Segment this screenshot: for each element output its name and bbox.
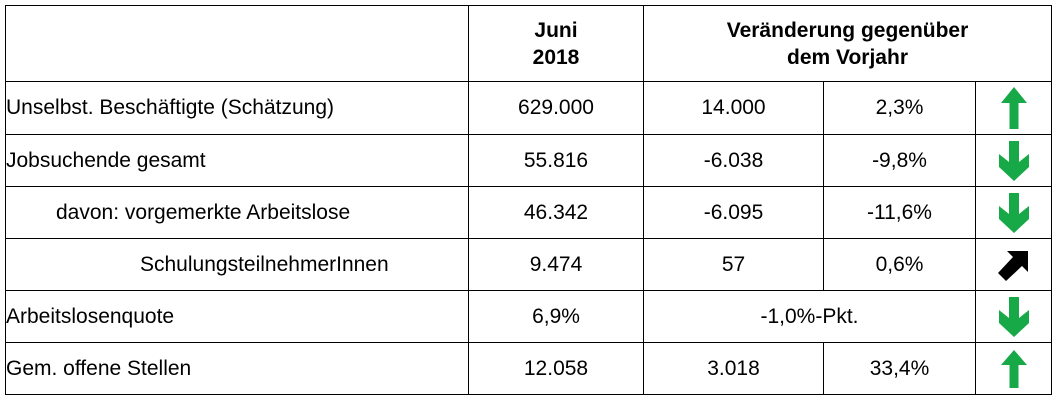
header-change: Veränderung gegenüber dem Vorjahr [642, 5, 1053, 82]
labor-market-table: Juni 2018 Veränderung gegenüber dem Vorj… [5, 5, 1053, 395]
header-row: Juni 2018 Veränderung gegenüber dem Vorj… [5, 5, 1053, 82]
row-value: 12.058 [468, 342, 644, 395]
row-value: 6,9% [468, 290, 644, 343]
row-change-combined: -1,0%-Pkt. [643, 290, 976, 343]
row-change-absolute: 14.000 [643, 81, 824, 135]
row-label: Unselbst. Beschäftigte (Schätzung) [5, 81, 469, 135]
row-change-absolute: 57 [643, 238, 824, 291]
header-month-name: Juni [534, 18, 578, 42]
table-row: Unselbst. Beschäftigte (Schätzung) 629.0… [5, 81, 1053, 135]
green-arrow-up-icon [1000, 349, 1027, 388]
row-change-percent: -9,8% [823, 134, 976, 187]
row-change-absolute: -6.038 [643, 134, 824, 187]
row-value: 46.342 [468, 186, 644, 239]
row-trend [974, 238, 1053, 291]
row-change-absolute: -6.095 [643, 186, 824, 239]
row-label: Arbeitslosenquote [5, 290, 469, 343]
row-value: 55.816 [468, 134, 644, 187]
black-arrow-up-right-icon [997, 250, 1028, 281]
table-row: Jobsuchende gesamt 55.816 -6.038 -9,8% [5, 134, 1053, 187]
header-change-line1: Veränderung gegenüber [726, 18, 969, 42]
green-arrow-down-icon [998, 140, 1029, 181]
row-trend [974, 81, 1053, 135]
green-arrow-down-icon [998, 192, 1029, 233]
row-label: Jobsuchende gesamt [5, 134, 469, 187]
row-change-absolute: 3.018 [643, 342, 824, 395]
row-trend [974, 290, 1053, 343]
table-row: Gem. offene Stellen 12.058 3.018 33,4% [5, 342, 1053, 395]
green-arrow-down-icon [998, 296, 1029, 337]
table-row: SchulungsteilnehmerInnen 9.474 57 0,6% [5, 238, 1053, 291]
header-month: Juni 2018 [468, 5, 644, 82]
row-change-percent: 2,3% [823, 81, 976, 135]
table-row: davon: vorgemerkte Arbeitslose 46.342 -6… [5, 186, 1053, 239]
row-trend [974, 342, 1053, 395]
table-row: Arbeitslosenquote 6,9% -1,0%-Pkt. [5, 290, 1053, 343]
header-month-year: 2018 [532, 45, 580, 69]
row-trend [974, 134, 1053, 187]
row-change-percent: 0,6% [823, 238, 976, 291]
row-label: Gem. offene Stellen [5, 342, 469, 395]
row-label: SchulungsteilnehmerInnen [5, 238, 469, 291]
row-trend [974, 186, 1053, 239]
green-arrow-up-icon [1000, 87, 1027, 129]
row-label: davon: vorgemerkte Arbeitslose [5, 186, 469, 239]
row-value: 629.000 [468, 81, 644, 135]
row-change-percent: 33,4% [823, 342, 976, 395]
row-value: 9.474 [468, 238, 644, 291]
header-empty-cell [5, 5, 469, 82]
header-change-line2: dem Vorjahr [787, 45, 908, 69]
row-change-percent: -11,6% [823, 186, 976, 239]
